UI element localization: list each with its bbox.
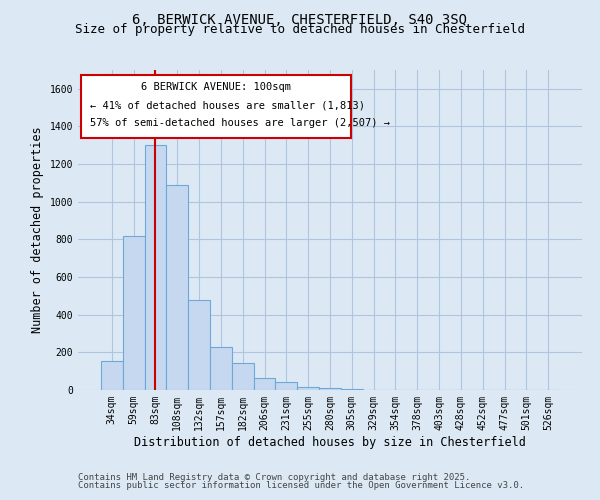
Text: Contains HM Land Registry data © Crown copyright and database right 2025.: Contains HM Land Registry data © Crown c… (78, 472, 470, 482)
X-axis label: Distribution of detached houses by size in Chesterfield: Distribution of detached houses by size … (134, 436, 526, 448)
Text: 6 BERWICK AVENUE: 100sqm: 6 BERWICK AVENUE: 100sqm (141, 82, 291, 92)
Text: 6, BERWICK AVENUE, CHESTERFIELD, S40 3SQ: 6, BERWICK AVENUE, CHESTERFIELD, S40 3SQ (133, 12, 467, 26)
Y-axis label: Number of detached properties: Number of detached properties (31, 126, 44, 334)
Text: 57% of semi-detached houses are larger (2,507) →: 57% of semi-detached houses are larger (… (90, 118, 390, 128)
Bar (210, 346, 232, 390)
Bar (188, 300, 210, 390)
Bar (341, 389, 363, 390)
Bar (166, 185, 188, 390)
Bar (275, 382, 297, 390)
Bar (297, 386, 319, 390)
Bar (319, 388, 341, 390)
Bar (101, 361, 123, 390)
Bar (254, 378, 275, 390)
Bar (232, 362, 254, 390)
Text: ← 41% of detached houses are smaller (1,813): ← 41% of detached houses are smaller (1,… (90, 100, 365, 110)
Text: Contains public sector information licensed under the Open Government Licence v3: Contains public sector information licen… (78, 481, 524, 490)
Bar (145, 146, 166, 390)
Bar (123, 236, 145, 390)
Text: Size of property relative to detached houses in Chesterfield: Size of property relative to detached ho… (75, 22, 525, 36)
